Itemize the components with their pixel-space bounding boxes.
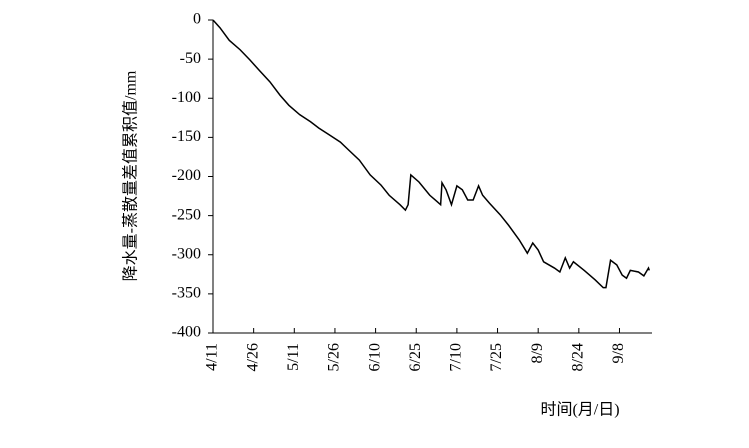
x-tick-label: 7/10	[448, 343, 465, 371]
x-tick-label: 5/26	[326, 343, 343, 371]
y-tick-label: -100	[172, 89, 201, 106]
y-tick-label: -350	[172, 285, 201, 302]
x-tick-label: 8/9	[529, 343, 546, 363]
x-tick-label: 9/8	[610, 343, 627, 363]
x-tick-label: 6/25	[407, 343, 424, 371]
y-tick-label: -300	[172, 245, 201, 262]
y-tick-label: -50	[180, 50, 201, 67]
x-axis-label: 时间(月/日)	[540, 401, 619, 419]
y-tick-label: -250	[172, 206, 201, 223]
y-tick-label: -150	[172, 128, 201, 145]
x-tick-label: 5/11	[285, 343, 302, 371]
x-tick-label: 7/25	[488, 343, 505, 371]
x-tick-label: 4/11	[204, 343, 221, 371]
y-tick-label: -400	[172, 324, 201, 341]
y-tick-label: 0	[193, 11, 201, 28]
x-tick-label: 6/10	[366, 343, 383, 371]
x-tick-label: 4/26	[244, 343, 261, 371]
y-tick-label: -200	[172, 167, 201, 184]
x-tick-label: 8/24	[570, 343, 587, 371]
y-axis-label: 降水量-蒸散量差值累积值/mm	[122, 70, 140, 281]
data-line	[212, 19, 650, 289]
